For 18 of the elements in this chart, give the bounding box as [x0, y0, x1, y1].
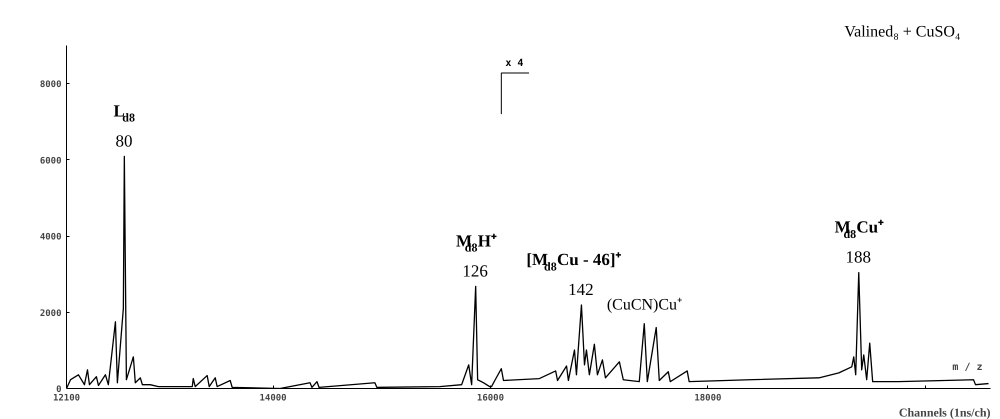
annotation: m / z [952, 362, 983, 374]
x-tick-label: 16000 [476, 394, 504, 404]
y-tick-label: 2000 [40, 308, 62, 319]
y-tick-label: 6000 [40, 156, 62, 166]
x-tick-label: 18000 [694, 394, 722, 404]
annotation: 80 [115, 131, 132, 150]
annotation: (CuCN)Cu⁺ [606, 296, 682, 314]
annotation: 126 [462, 261, 488, 280]
chart-title: Valined₈ + CuSO₄ [844, 24, 961, 40]
x-axis-title: Channels (1ns/ch) [898, 406, 991, 419]
annotation: 142 [568, 280, 594, 300]
x-tick-label: 14000 [259, 394, 287, 404]
ref-line-label: x 4 [505, 58, 524, 69]
annotation: 188 [845, 248, 871, 267]
x-tick-label: 12100 [52, 394, 80, 404]
y-tick-label: 8000 [40, 80, 62, 90]
y-tick-label: 0 [56, 385, 62, 395]
y-tick-label: 4000 [40, 232, 62, 243]
